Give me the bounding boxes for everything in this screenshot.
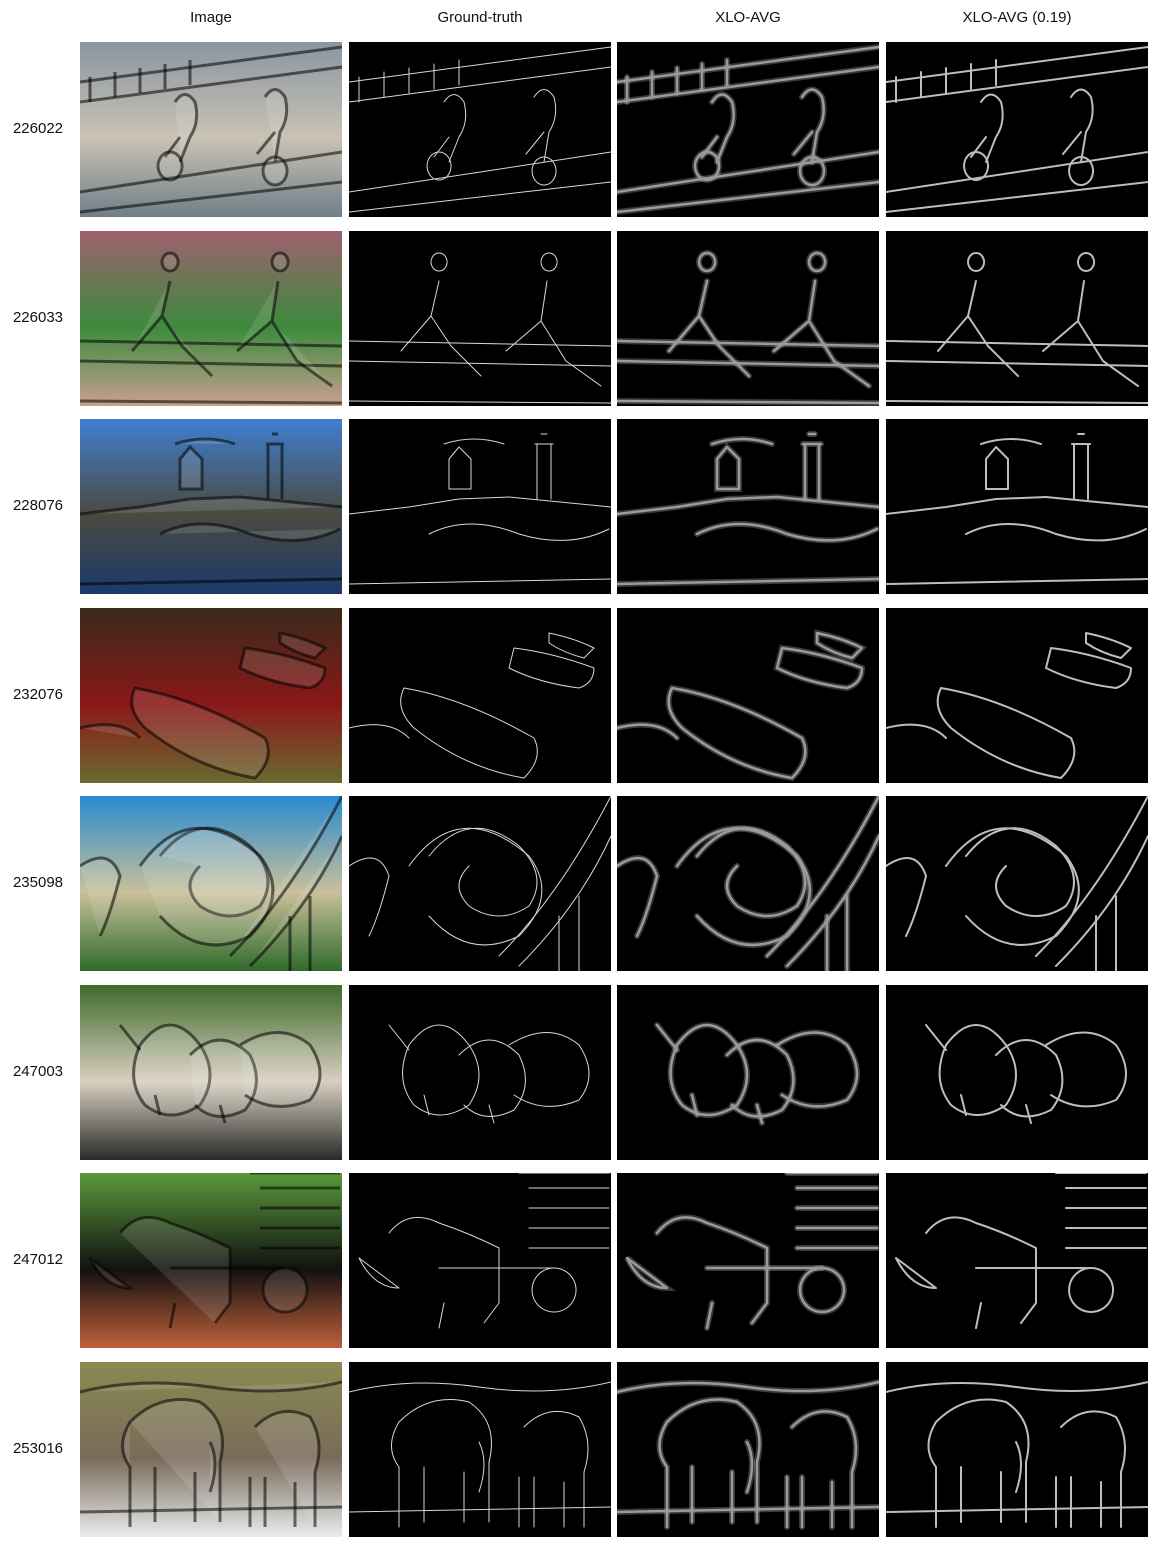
xlo-avg-panel-graphic [617, 250, 879, 406]
image-panel-graphic [80, 231, 342, 406]
xlo-avg-panel-graphic [617, 629, 868, 782]
row-label: 226022 [12, 120, 64, 137]
xlo-avg-panel [617, 419, 879, 594]
xlo-avg-thresholded-panel-graphic [895, 1173, 1147, 1329]
xlo-avg-thresholded-panel [886, 1173, 1148, 1348]
ground-truth-panel [349, 796, 611, 971]
ground-truth-panel [349, 419, 611, 594]
image-panel-graphic [80, 985, 342, 1160]
ground-truth-panel-graphic [349, 46, 611, 213]
xlo-avg-thresholded-panel [886, 42, 1148, 217]
xlo-avg-panel [617, 231, 879, 406]
xlo-avg-panel [617, 985, 879, 1160]
image-panel-graphic [80, 42, 342, 217]
ground-truth-panel-graphic [349, 632, 595, 779]
column-header-xlo-avg: XLO-AVG [715, 9, 781, 26]
xlo-avg-panel-graphic [654, 1022, 860, 1126]
column-header-xlo-avg-thresholded: XLO-AVG (0.19) [962, 9, 1072, 26]
ground-truth-panel [349, 985, 611, 1160]
image-panel [80, 985, 342, 1160]
ground-truth-panel-graphic [388, 1024, 590, 1124]
image-panel [80, 608, 342, 783]
xlo-avg-thresholded-panel [886, 1362, 1148, 1537]
ground-truth-panel [349, 42, 611, 217]
xlo-avg-thresholded-panel [886, 608, 1148, 783]
row-label: 253016 [12, 1440, 64, 1457]
image-panel [80, 42, 342, 217]
xlo-avg-panel-graphic [617, 44, 879, 215]
image-panel-graphic [80, 796, 342, 971]
image-panel-graphic [80, 608, 342, 783]
ground-truth-panel-graphic [349, 1381, 611, 1528]
xlo-avg-thresholded-panel [886, 231, 1148, 406]
xlo-avg-thresholded-panel [886, 419, 1148, 594]
xlo-avg-panel-graphic [624, 1173, 879, 1331]
xlo-avg-thresholded-panel-graphic [925, 1024, 1127, 1124]
xlo-avg-panel-graphic [617, 796, 879, 971]
xlo-avg-panel-graphic [617, 431, 879, 587]
column-header-ground-truth: Ground-truth [437, 9, 523, 26]
xlo-avg-thresholded-panel [886, 796, 1148, 971]
image-panel [80, 1362, 342, 1537]
ground-truth-panel-graphic [358, 1173, 610, 1329]
image-panel [80, 231, 342, 406]
image-panel [80, 419, 342, 594]
row-label: 247012 [12, 1251, 64, 1268]
row-label: 232076 [12, 686, 64, 703]
xlo-avg-thresholded-panel-graphic [886, 1381, 1148, 1528]
image-panel-graphic [80, 1362, 342, 1537]
image-panel-graphic [80, 1173, 342, 1348]
image-panel [80, 796, 342, 971]
xlo-avg-panel [617, 608, 879, 783]
xlo-avg-panel [617, 1362, 879, 1537]
xlo-avg-panel [617, 1173, 879, 1348]
xlo-avg-thresholded-panel-graphic [886, 632, 1132, 779]
ground-truth-panel [349, 1362, 611, 1537]
ground-truth-panel-graphic [349, 433, 611, 585]
ground-truth-panel [349, 1173, 611, 1348]
row-label: 247003 [12, 1063, 64, 1080]
xlo-avg-panel-graphic [617, 1379, 879, 1530]
xlo-avg-thresholded-panel-graphic [886, 433, 1148, 585]
xlo-avg-panel [617, 42, 879, 217]
xlo-avg-thresholded-panel-graphic [886, 796, 1148, 971]
image-panel-graphic [80, 419, 342, 594]
row-label: 228076 [12, 497, 64, 514]
xlo-avg-thresholded-panel [886, 985, 1148, 1160]
row-label: 226033 [12, 309, 64, 326]
xlo-avg-panel [617, 796, 879, 971]
row-label: 235098 [12, 874, 64, 891]
ground-truth-panel-graphic [349, 252, 611, 404]
ground-truth-panel-graphic [349, 796, 611, 971]
ground-truth-panel [349, 231, 611, 406]
xlo-avg-thresholded-panel-graphic [886, 46, 1148, 213]
ground-truth-panel [349, 608, 611, 783]
xlo-avg-thresholded-panel-graphic [886, 252, 1148, 404]
column-header-image: Image [190, 9, 232, 26]
image-panel [80, 1173, 342, 1348]
